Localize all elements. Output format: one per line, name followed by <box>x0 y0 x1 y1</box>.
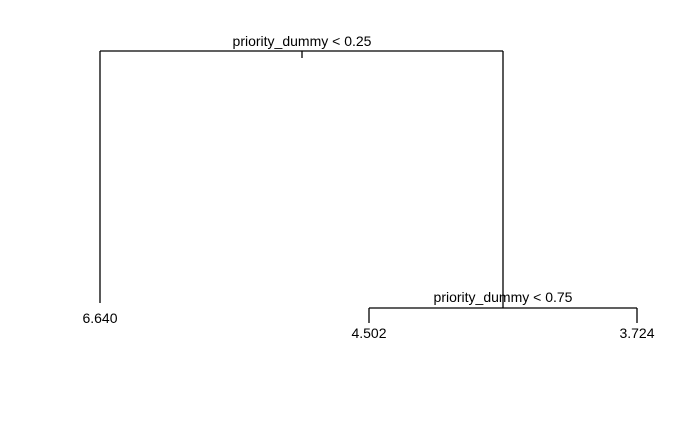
right-right-leaf-value: 3.724 <box>619 325 654 341</box>
right-split-label: priority_dummy < 0.75 <box>434 289 573 305</box>
right-left-leaf-value: 4.502 <box>351 325 386 341</box>
root-split-label: priority_dummy < 0.25 <box>233 33 372 49</box>
root-split-node: priority_dummy < 0.25 <box>100 33 503 58</box>
left-leaf-value: 6.640 <box>82 310 117 326</box>
left-branch: 6.640 <box>82 51 118 326</box>
right-split-node: priority_dummy < 0.75 4.502 3.724 <box>351 289 654 341</box>
